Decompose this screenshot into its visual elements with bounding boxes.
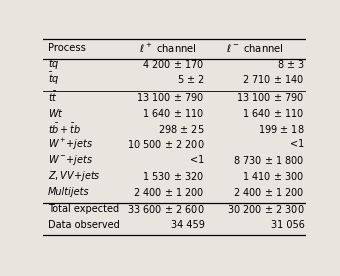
Text: 1 640 $\pm$ 110: 1 640 $\pm$ 110 bbox=[142, 107, 205, 119]
Text: <1: <1 bbox=[190, 155, 205, 165]
Text: Total expected: Total expected bbox=[48, 205, 119, 214]
Text: 1 640 $\pm$ 110: 1 640 $\pm$ 110 bbox=[242, 107, 305, 119]
Text: $\bar{t}q$: $\bar{t}q$ bbox=[48, 71, 59, 87]
Text: 33 600 $\pm$ 2 600: 33 600 $\pm$ 2 600 bbox=[127, 203, 205, 216]
Text: 8 730 $\pm$ 1 800: 8 730 $\pm$ 1 800 bbox=[233, 154, 305, 166]
Text: 31 056: 31 056 bbox=[271, 220, 305, 230]
Text: 13 100 $\pm$ 790: 13 100 $\pm$ 790 bbox=[136, 91, 205, 103]
Text: <1: <1 bbox=[290, 139, 305, 149]
Text: $t\bar{b}+\bar{t}b$: $t\bar{b}+\bar{t}b$ bbox=[48, 122, 81, 136]
Text: 2 710 $\pm$ 140: 2 710 $\pm$ 140 bbox=[242, 73, 305, 85]
Text: $Z, VV$+jets: $Z, VV$+jets bbox=[48, 169, 101, 183]
Text: $W^+\!$+jets: $W^+\!$+jets bbox=[48, 137, 93, 152]
Text: 4 200 $\pm$ 170: 4 200 $\pm$ 170 bbox=[142, 58, 205, 70]
Text: $W^-\!$+jets: $W^-\!$+jets bbox=[48, 153, 93, 167]
Text: $\ell^+$ channel: $\ell^+$ channel bbox=[139, 42, 197, 55]
Text: $t\bar{t}$: $t\bar{t}$ bbox=[48, 90, 58, 104]
Text: 298 $\pm$ 25: 298 $\pm$ 25 bbox=[158, 123, 205, 135]
Text: 34 459: 34 459 bbox=[171, 220, 205, 230]
Text: 10 500 $\pm$ 2 200: 10 500 $\pm$ 2 200 bbox=[127, 138, 205, 150]
Text: 13 100 $\pm$ 790: 13 100 $\pm$ 790 bbox=[236, 91, 305, 103]
Text: 8 $\pm$ 3: 8 $\pm$ 3 bbox=[277, 58, 305, 70]
Text: $Wt$: $Wt$ bbox=[48, 107, 64, 119]
Text: Data observed: Data observed bbox=[48, 220, 120, 230]
Text: $\ell^-$ channel: $\ell^-$ channel bbox=[226, 42, 284, 54]
Text: $tq$: $tq$ bbox=[48, 57, 59, 71]
Text: 2 400 $\pm$ 1 200: 2 400 $\pm$ 1 200 bbox=[133, 185, 205, 198]
Text: 5 $\pm$ 2: 5 $\pm$ 2 bbox=[177, 73, 205, 85]
Text: 1 530 $\pm$ 320: 1 530 $\pm$ 320 bbox=[142, 170, 205, 182]
Text: Multijets: Multijets bbox=[48, 187, 89, 197]
Text: 30 200 $\pm$ 2 300: 30 200 $\pm$ 2 300 bbox=[227, 203, 305, 216]
Text: 199 $\pm$ 18: 199 $\pm$ 18 bbox=[258, 123, 305, 135]
Text: 1 410 $\pm$ 300: 1 410 $\pm$ 300 bbox=[242, 170, 305, 182]
Text: 2 400 $\pm$ 1 200: 2 400 $\pm$ 1 200 bbox=[233, 185, 305, 198]
Text: Process: Process bbox=[48, 43, 86, 53]
